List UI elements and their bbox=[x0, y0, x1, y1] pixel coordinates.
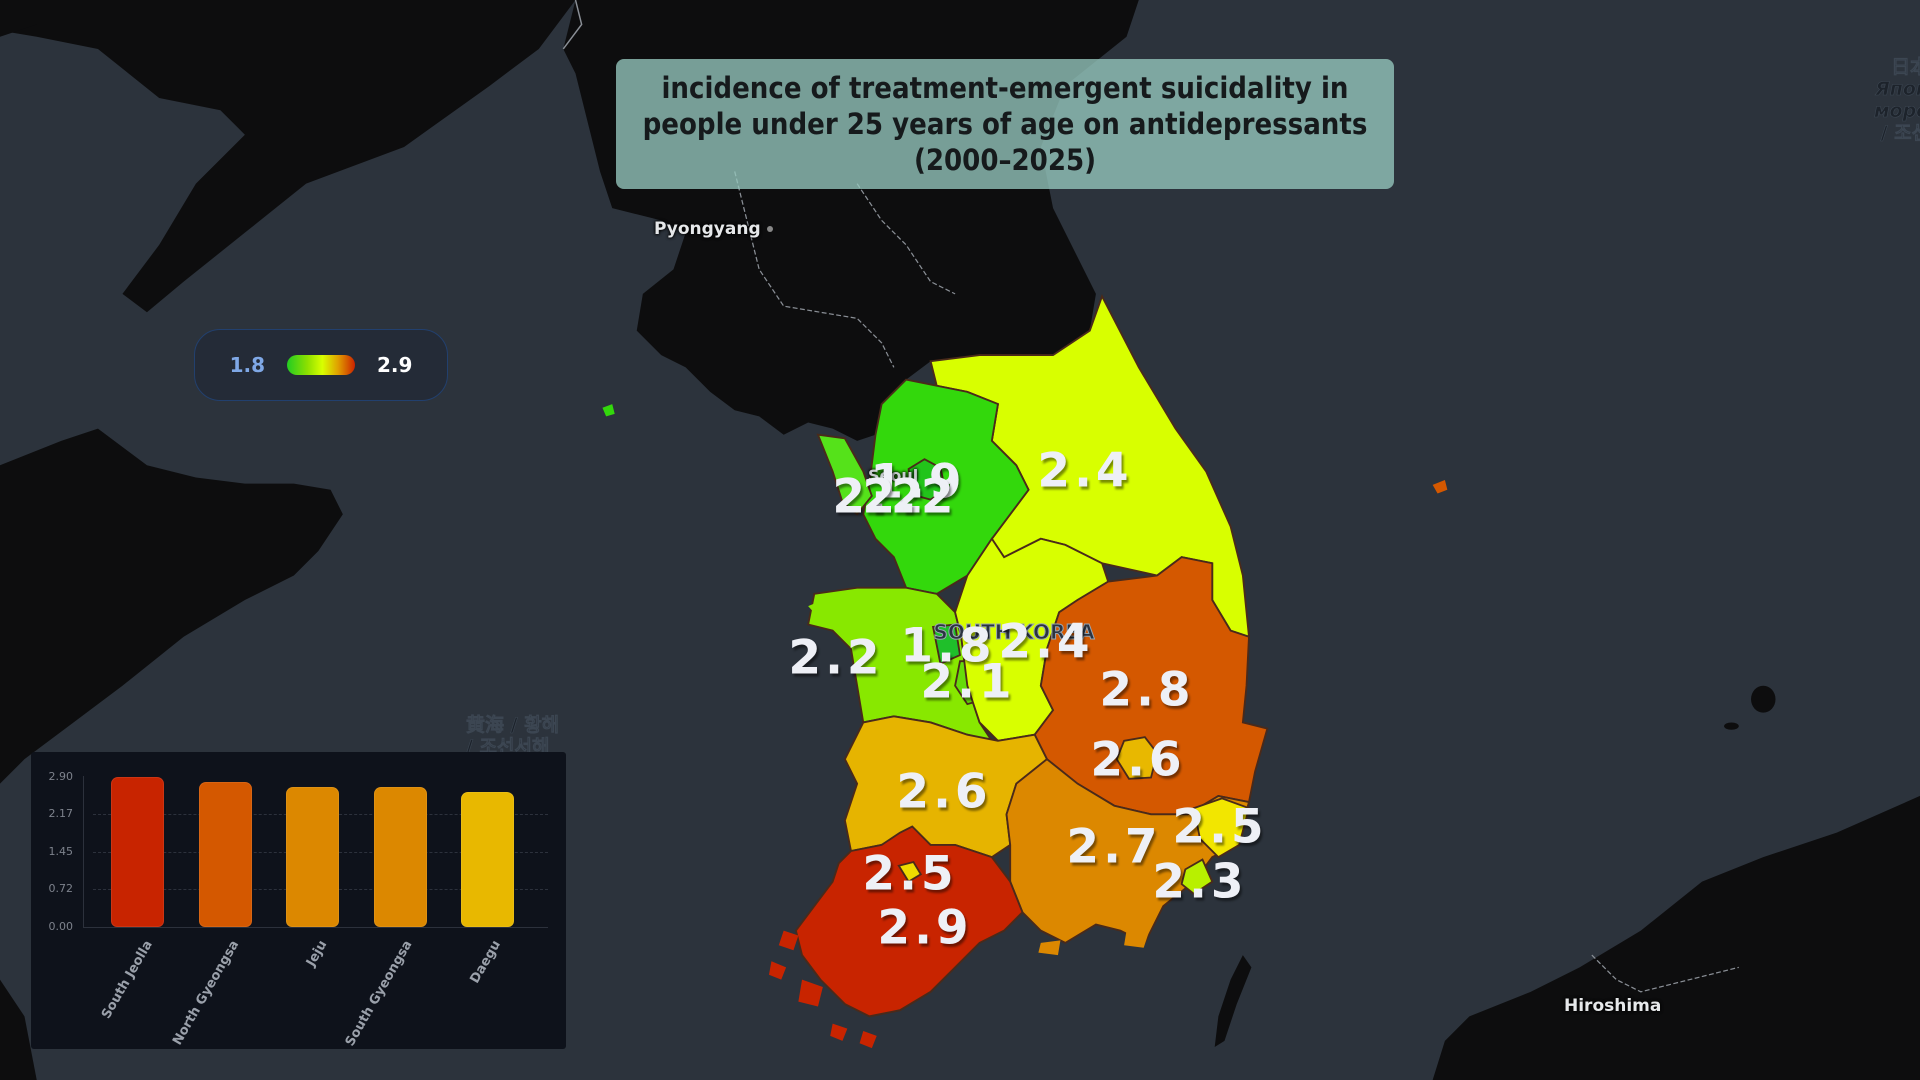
legend-max-value: 2.9 bbox=[377, 353, 413, 377]
region-value-north-gyeongsang[interactable]: 2.8 bbox=[1099, 662, 1195, 718]
bar-north-gyeongsang[interactable] bbox=[199, 782, 252, 927]
region-value-south-gyeongsang[interactable]: 2.7 bbox=[1066, 819, 1162, 875]
place-label-pyongyang: Pyongyang bbox=[654, 219, 773, 239]
region-gyeonggi bbox=[862, 378, 1030, 595]
place-label-hiroshima: Hiroshima bbox=[1564, 996, 1662, 1016]
island-tsushima bbox=[1214, 955, 1252, 1047]
region-value-gyeonggi[interactable]: 2.2 bbox=[862, 469, 958, 525]
region-value-ulsan[interactable]: 2.5 bbox=[1172, 799, 1268, 855]
city-dot-icon bbox=[766, 226, 773, 232]
region-value-south-jeolla[interactable]: 2.9 bbox=[877, 900, 973, 956]
region-value-busan[interactable]: 2.3 bbox=[1152, 854, 1248, 910]
x-tick-label: Jeju bbox=[303, 938, 330, 970]
y-axis-line bbox=[83, 776, 84, 928]
south-jeolla-islands bbox=[768, 930, 877, 1049]
region-sejong bbox=[931, 623, 962, 665]
x-axis-line bbox=[83, 927, 548, 928]
region-busan bbox=[1180, 858, 1214, 896]
region-ulsan bbox=[1192, 797, 1251, 859]
bar-jeju[interactable] bbox=[286, 787, 339, 927]
country-label-south-korea: SOUTH KOREA bbox=[933, 620, 1095, 645]
region-south-jeolla bbox=[794, 825, 1024, 1018]
legend-min-value: 1.8 bbox=[229, 353, 265, 377]
color-scale-legend: 1.8 2.9 bbox=[194, 329, 448, 401]
south-korea-regions bbox=[794, 294, 1269, 1018]
region-south-gyeongsang bbox=[1005, 758, 1251, 945]
region-value-north-jeolla[interactable]: 2.6 bbox=[896, 764, 992, 820]
place-label-seoul: Seoul bbox=[868, 466, 919, 485]
x-tick-label: Daegu bbox=[467, 938, 504, 987]
region-value-seoul[interactable]: 1.9 bbox=[870, 454, 966, 510]
region-value-south-chungcheong[interactable]: 2.2 bbox=[788, 630, 884, 686]
y-tick-label: 0.72 bbox=[48, 882, 74, 895]
bar-daegu[interactable] bbox=[461, 792, 514, 927]
top-regions-bar-chart: 2.90 2.17 1.45 0.72 0.00 South Jeolla No… bbox=[31, 752, 566, 1049]
landmass-shandong bbox=[0, 428, 343, 784]
region-incheon bbox=[816, 433, 873, 516]
legend-gradient-bar bbox=[287, 355, 355, 375]
y-tick-label: 1.45 bbox=[48, 845, 74, 858]
island-ulleungdo bbox=[1432, 480, 1448, 494]
y-tick-label: 0.00 bbox=[48, 920, 74, 933]
map-title-box: incidence of treatment-emergent suicidal… bbox=[616, 59, 1394, 189]
region-value-daejeon[interactable]: 2.1 bbox=[920, 654, 1016, 710]
sea-label-sea-of-japan: 日本 Япон море / 조선 bbox=[1874, 56, 1920, 145]
region-daegu bbox=[1115, 736, 1159, 780]
landmass-japan bbox=[1432, 795, 1920, 1080]
region-value-north-chungcheong[interactable]: 2.4 bbox=[998, 614, 1094, 670]
x-tick-label: South Jeolla bbox=[99, 938, 156, 1022]
landmass-liaodong bbox=[0, 0, 576, 313]
bar-south-jeolla[interactable] bbox=[111, 777, 164, 927]
region-value-daegu[interactable]: 2.6 bbox=[1090, 732, 1186, 788]
y-tick-label: 2.17 bbox=[48, 807, 74, 820]
region-value-gangwon[interactable]: 2.4 bbox=[1037, 443, 1133, 499]
region-value-gwangju[interactable]: 2.5 bbox=[862, 846, 958, 902]
region-value-incheon[interactable]: 2.2 bbox=[832, 469, 928, 525]
y-tick-label: 2.90 bbox=[48, 770, 74, 783]
x-tick-label: South Gyeongsa bbox=[343, 938, 416, 1050]
title-line-1: incidence of treatment-emergent suicidal… bbox=[661, 71, 1349, 105]
title-line-3: (2000–2025) bbox=[913, 143, 1097, 177]
title-line-2: people under 25 years of age on antidepr… bbox=[642, 107, 1368, 141]
bar-south-gyeongsang[interactable] bbox=[374, 787, 427, 927]
region-value-sejong[interactable]: 1.8 bbox=[900, 618, 996, 674]
region-seoul bbox=[907, 458, 947, 501]
x-tick-label: North Gyeongsa bbox=[169, 938, 242, 1048]
region-gwangju bbox=[897, 860, 923, 883]
